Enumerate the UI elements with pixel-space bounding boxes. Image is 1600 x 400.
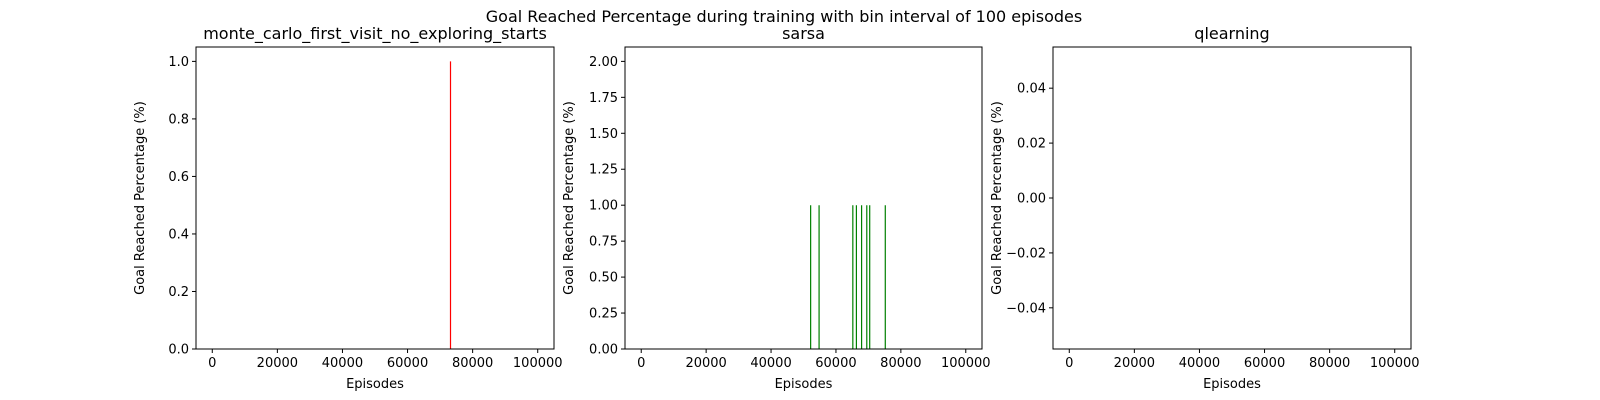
y-tick-label: 0.50 [589, 271, 618, 286]
y-tick-label: 1.0 [168, 55, 189, 70]
y-tick-label: 1.75 [589, 91, 618, 106]
x-tick-label: 20000 [257, 356, 298, 371]
chart-panel: 0 20000 40000 60000 80000 100000 0.00 0.25 0.50 0… [562, 24, 991, 392]
y-tick-label: 0.6 [168, 170, 189, 185]
x-axis-label: Episodes [346, 377, 404, 392]
y-tick-label: 0.75 [589, 235, 618, 250]
x-tick-label: 60000 [387, 356, 428, 371]
figure-suptitle: Goal Reached Percentage during training … [486, 7, 1082, 26]
y-tick-label: 0.8 [168, 112, 189, 127]
y-axis-label: Goal Reached Percentage (%) [133, 101, 148, 295]
y-tick-label: 0.04 [1017, 82, 1046, 97]
plot-frame [624, 46, 983, 350]
y-tick-label: −0.02 [1006, 246, 1046, 261]
chart-title: qlearning [1194, 24, 1269, 43]
x-axis-label: Episodes [775, 377, 833, 392]
y-tick-label: 0.00 [1017, 192, 1046, 207]
x-tick-label: 100000 [513, 356, 563, 371]
x-tick-label: 40000 [1179, 356, 1220, 371]
chart-panel: 0 20000 40000 60000 80000 100000 0.0 0.2 0.4 0.6 0… [133, 24, 563, 392]
y-axis-label: Goal Reached Percentage (%) [990, 101, 1005, 295]
y-tick-label: −0.04 [1006, 301, 1046, 316]
y-tick-label: 1.50 [589, 127, 618, 142]
x-tick-label: 60000 [1244, 356, 1285, 371]
y-tick-label: 1.25 [589, 163, 618, 178]
y-tick-label: 0.02 [1017, 137, 1046, 152]
chart-panel: 0 20000 40000 60000 80000 100000 −0.04 −0.02 0.0… [990, 24, 1420, 392]
y-tick-label: 1.00 [589, 199, 618, 214]
x-tick-label: 100000 [1370, 356, 1420, 371]
x-tick-label: 100000 [941, 356, 991, 371]
y-tick-label: 0.2 [168, 285, 189, 300]
x-tick-label: 0 [1065, 356, 1073, 371]
y-tick-label: 0.4 [168, 227, 189, 242]
x-tick-label: 80000 [452, 356, 493, 371]
y-tick-label: 0.0 [168, 343, 189, 358]
chart-title: sarsa [782, 24, 825, 43]
x-tick-label: 20000 [685, 356, 726, 371]
y-tick-label: 0.25 [589, 307, 618, 322]
x-axis-label: Episodes [1203, 377, 1261, 392]
plot-frame [195, 46, 555, 350]
x-tick-label: 80000 [1309, 356, 1350, 371]
x-tick-label: 40000 [750, 356, 791, 371]
x-tick-label: 20000 [1114, 356, 1155, 371]
chart-title: monte_carlo_first_visit_no_exploring_sta… [203, 24, 547, 44]
x-tick-label: 0 [208, 356, 216, 371]
x-tick-label: 60000 [815, 356, 856, 371]
y-tick-label: 0.00 [589, 343, 618, 358]
y-tick-label: 2.00 [589, 55, 618, 70]
x-tick-label: 0 [637, 356, 645, 371]
y-axis-label: Goal Reached Percentage (%) [562, 101, 577, 295]
x-tick-label: 80000 [880, 356, 921, 371]
plot-frame [1052, 46, 1412, 350]
x-tick-label: 40000 [322, 356, 363, 371]
